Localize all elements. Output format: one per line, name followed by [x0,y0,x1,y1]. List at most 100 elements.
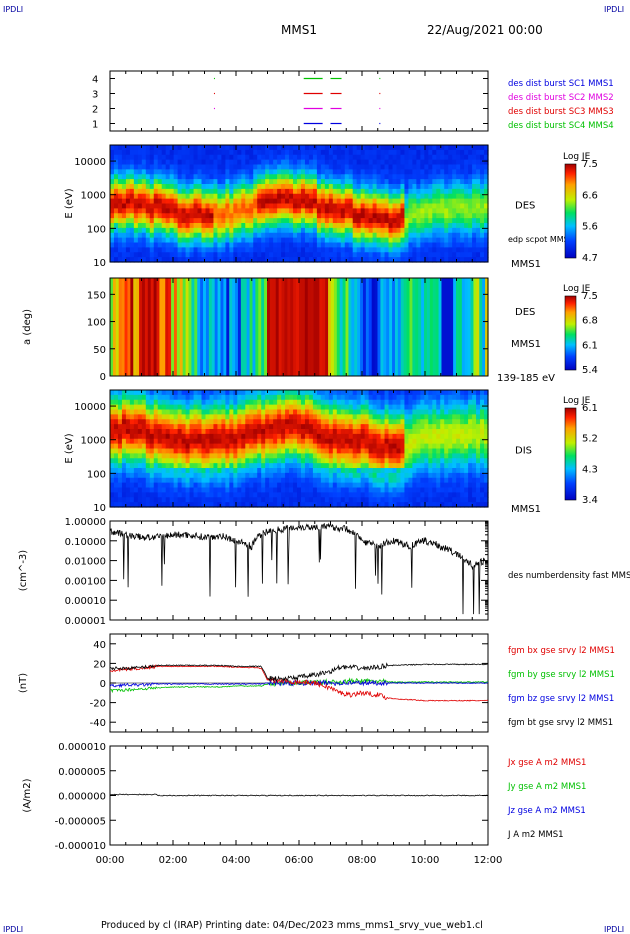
dis-energy-panel-cell [205,458,211,464]
des-energy-panel-cell [404,184,410,190]
dis-energy-panel-cell [384,424,390,430]
des-pitch-panel-stripe [316,278,320,376]
dis-energy-panel-cell [456,433,461,440]
des-energy-panel-cell [117,208,123,214]
dis-energy-panel-cell [265,477,270,484]
dis-energy-panel-cell [281,463,286,469]
des-energy-panel-cell [293,198,298,205]
des-energy-panel-cell [221,208,226,214]
des-energy-panel-cell [368,193,374,200]
des-energy-panel-cell [456,208,461,214]
des-energy-panel-cell [221,179,226,185]
des-energy-panel-cell [281,232,286,239]
dis-energy-panel-cell [320,409,326,415]
des-energy-panel-cell [380,203,386,209]
dis-energy-panel-cell [221,443,226,450]
dis-energy-panel-cell [193,390,199,396]
des-energy-panel-cell [388,223,394,229]
dis-energy-panel-cell [177,458,183,464]
dis-energy-panel-cell [157,502,163,508]
des-energy-panel-cell [285,232,290,239]
dis-energy-panel-cell [428,390,433,396]
dis-energy-panel-cell [312,458,318,464]
des-energy-panel-cell [129,188,135,195]
dis-energy-panel-cell [320,419,326,425]
dis-energy-panel-cell [392,394,398,401]
des-energy-panel-cell [293,188,298,195]
dis-energy-panel-cell [452,414,457,420]
des-energy-panel-cell [205,232,211,239]
dis-energy-panel-cell [452,463,457,469]
des-energy-panel-cell [281,242,286,248]
des-energy-panel-cell [273,188,278,195]
des-energy-panel-cell [300,247,306,253]
dis-energy-panel-cell [316,482,322,489]
dis-energy-panel-cell [460,468,465,474]
dis-energy-panel-cell [348,458,354,464]
dis-energy-panel-cell [328,453,334,459]
dis-energy-panel-cell [237,433,242,440]
dis-energy-panel-cell [388,477,394,484]
dis-energy-panel-cell [241,472,246,479]
des-pitch-panel-stripe [461,278,466,376]
dis-energy-panel-cell [476,404,481,411]
dis-energy-panel-cell [269,463,274,469]
des-energy-panel-cell [428,247,433,253]
des-energy-panel-cell [372,184,378,190]
des-energy-panel-cell [281,198,286,205]
dis-energy-panel-cell [213,482,219,489]
des-energy-panel-cell [336,247,342,253]
des-energy-panel-cell [221,242,226,248]
dis-energy-panel-cell [416,497,421,503]
dis-energy-panel-cell [153,399,159,406]
des-energy-panel-cell [173,242,179,248]
dis-energy-panel-cell [388,443,394,450]
dis-energy-panel-cell [181,399,187,406]
dis-energy-panel-cell [352,424,358,430]
des-energy-panel-cell [464,218,469,224]
dis-energy-panel-cell [261,487,266,493]
dis-energy-panel-cell [169,487,175,493]
dis-energy-panel-cell [197,472,203,479]
des-energy-panel-cell [320,198,326,205]
dis-energy-panel-cell [209,502,215,508]
des-energy-panel-cell [360,179,366,185]
des-energy-panel-cell [197,198,203,205]
des-energy-panel-cell [420,203,425,209]
dis-energy-panel-cell [316,453,322,459]
des-energy-panel-cell [113,188,119,195]
corner-label-top-right: IPDLI [604,5,624,14]
dis-energy-panel-cell [316,414,322,420]
dis-energy-panel-cell [253,429,258,435]
des-energy-panel-cell [129,164,135,170]
des-energy-panel-cell [201,169,207,175]
des-energy-panel-cell [273,184,278,190]
dis-energy-panel-cell [145,409,151,415]
des-energy-panel-cell [368,159,374,166]
dis-energy-panel-cell [432,429,437,435]
des-energy-panel-cell [249,179,254,185]
des-energy-panel-cell [368,203,374,209]
des-energy-panel-cell [344,188,350,195]
dis-energy-panel-cell [456,394,461,401]
dis-energy-panel-cell [293,424,298,430]
des-energy-panel-cell [141,223,147,229]
des-energy-panel-cell [217,188,223,195]
des-energy-panel-cell [269,208,274,214]
des-energy-panel-cell [113,184,119,190]
des-energy-panel-cell [476,198,481,205]
des-energy-panel-cell [165,232,171,239]
dis-energy-panel-cell [297,404,302,411]
des-energy-panel-cell [404,149,410,156]
dis-energy-panel-cell [137,492,143,498]
des-energy-panel-cell [153,198,159,205]
des-energy-panel-cell [388,145,394,151]
dis-energy-panel-cell [404,443,410,450]
dis-energy-panel-cell [300,477,306,484]
des-energy-panel-cell [113,164,119,170]
dis-energy-panel-cell [320,502,326,508]
des-energy-panel-cell [448,208,453,214]
des-energy-panel-cell [340,218,346,224]
dis-energy-panel-cell [249,448,254,454]
dis-energy-panel-cell [412,390,417,396]
